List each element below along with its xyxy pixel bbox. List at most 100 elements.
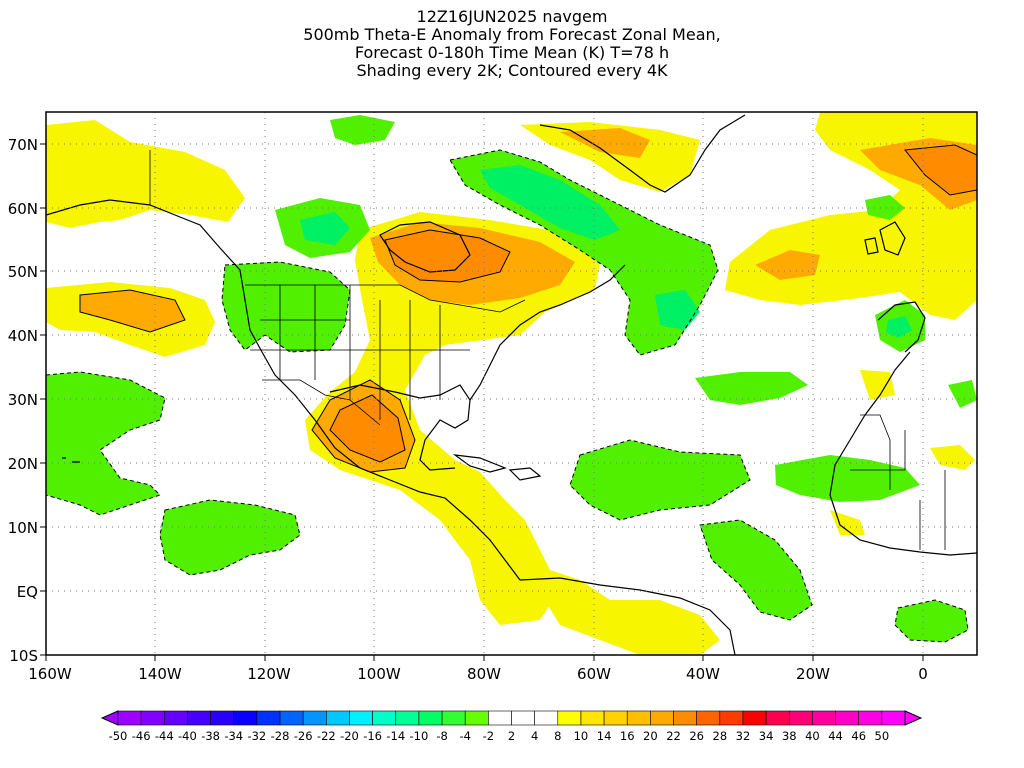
colorbar-swatch: [117, 710, 142, 726]
colorbar-label: -22: [317, 729, 336, 743]
colorbar-label: -14: [386, 729, 405, 743]
lon-label: 100W: [357, 665, 401, 683]
colorbar-swatch: [302, 710, 327, 726]
lat-tick-labels: 10S EQ 10N 20N 30N 40N 50N 60N 70N: [8, 136, 38, 665]
west-africa-coast-anomaly: [830, 510, 865, 535]
colorbar-label: -40: [178, 729, 197, 743]
contour-positive: [384, 229, 511, 283]
west-atlantic-core: [755, 250, 820, 280]
atlantic-core-cold: [655, 290, 700, 330]
lon-label: 40W: [686, 665, 720, 683]
caribbean-small-anomaly: [930, 445, 975, 470]
colorbar-label: -46: [132, 729, 151, 743]
colorbar-swatch: [626, 710, 651, 726]
colorbar-swatch: [349, 710, 373, 726]
colorbar-swatch: [464, 710, 489, 726]
great-lakes-peak: [385, 230, 510, 282]
central-us-mexico-warm-anomaly: [305, 212, 600, 625]
cuba: [452, 454, 507, 473]
lat-label: 50N: [8, 263, 38, 281]
colorbar-swatch: [742, 710, 767, 726]
contour-positive: [79, 289, 186, 333]
colorbar-label: -50: [109, 729, 128, 743]
colorbar-swatch: [326, 710, 350, 726]
us-mexico-border: [262, 379, 381, 426]
title-variable: 500mb Theta-E Anomaly from Forecast Zona…: [303, 25, 721, 44]
colorbar-swatch: [140, 710, 165, 726]
contour-negative: [221, 261, 351, 353]
colorbar-swatch: [881, 710, 906, 726]
colorbar-label: 4: [531, 729, 538, 743]
title-run: 12Z16JUN2025 navgem: [416, 7, 608, 26]
rockies-cold-anomaly: [222, 262, 350, 352]
labrador-core: [480, 165, 620, 240]
colorbar-label: -10: [410, 729, 429, 743]
colorbar-label: 22: [666, 729, 681, 743]
lat-label: 10S: [9, 647, 38, 665]
negative-anomaly-cores: [300, 165, 912, 338]
lat-label: 60N: [8, 200, 38, 218]
colorbar-swatch: [488, 710, 512, 726]
colorbar-label: -26: [294, 729, 313, 743]
greenland-core: [560, 128, 650, 158]
colorbar-label: 14: [597, 729, 612, 743]
colorbar-label: -34: [224, 729, 243, 743]
hudson-core: [300, 212, 350, 245]
colorbar-swatch: [673, 710, 697, 726]
hawaii: [62, 457, 80, 463]
colorbar-swatch: [765, 710, 790, 726]
colorbar-swatch: [279, 710, 304, 726]
south-atlantic-cold-anomaly: [700, 520, 812, 620]
political-boundaries: [149, 150, 946, 550]
colorbar-label: 26: [689, 729, 704, 743]
colorbar-swatch: [441, 710, 466, 726]
iberia-coastline: [877, 301, 926, 353]
colorbar-swatch: [511, 710, 535, 726]
pacific-core: [80, 290, 185, 332]
colorbar-swatch: [580, 710, 605, 726]
colorbar-label: -44: [155, 729, 174, 743]
colorbar-label: -28: [271, 729, 290, 743]
colorbar-label: 46: [851, 729, 866, 743]
colorbar-swatch: [418, 710, 443, 726]
colorbar-swatch: [372, 710, 397, 726]
anomaly-fields: [46, 112, 977, 655]
colorbar-label: -16: [363, 729, 382, 743]
us-state-lines: [250, 285, 470, 420]
colorbar-swatch: [163, 710, 188, 726]
colorbar-label: -2: [483, 729, 494, 743]
lon-label: 160W: [28, 665, 72, 683]
contour-positive: [904, 144, 977, 196]
south-america-coastline: [519, 577, 736, 655]
south-america-warm-anomaly: [520, 560, 720, 655]
colorbar-swatch: [719, 710, 744, 726]
hudson-bay-coastline: [379, 221, 471, 273]
colorbar-swatch: [233, 710, 258, 726]
colorbar-swatch: [696, 710, 721, 726]
greenland-small-cold: [330, 115, 395, 145]
british-isles: [864, 221, 906, 256]
title-forecast: Forecast 0-180h Time Mean (K) T=78 h: [354, 43, 670, 62]
colorbar: -50 -46 -44 -40 -38 -34 -32 -28 -26 -22 -20 -16 -14-…: [100, 710, 923, 743]
colorbar-swatch: [210, 710, 235, 726]
lon-label: 140W: [138, 665, 182, 683]
colorbar-label: 16: [620, 729, 635, 743]
africa-coastline: [829, 351, 977, 556]
tick-marks: [40, 143, 924, 661]
lat-label: 10N: [8, 519, 38, 537]
colorbar-label: 40: [805, 729, 820, 743]
lat-label: EQ: [17, 583, 38, 601]
title-contours: Shading every 2K; Contoured every 4K: [356, 61, 668, 80]
alaska-warm-anomaly: [46, 120, 245, 228]
colorbar-swatch: [812, 710, 836, 726]
colorbar-label: -32: [247, 729, 266, 743]
colorbar-label: 2: [508, 729, 515, 743]
colorbar-label: 28: [713, 729, 728, 743]
tropical-pacific-cold-anomaly: [160, 500, 300, 575]
north-atlantic-small-cold: [865, 195, 905, 220]
colorbar-label: 20: [643, 729, 658, 743]
mexico-peak: [330, 395, 405, 462]
us-canada-border: [245, 284, 526, 313]
lon-label: 60W: [577, 665, 611, 683]
